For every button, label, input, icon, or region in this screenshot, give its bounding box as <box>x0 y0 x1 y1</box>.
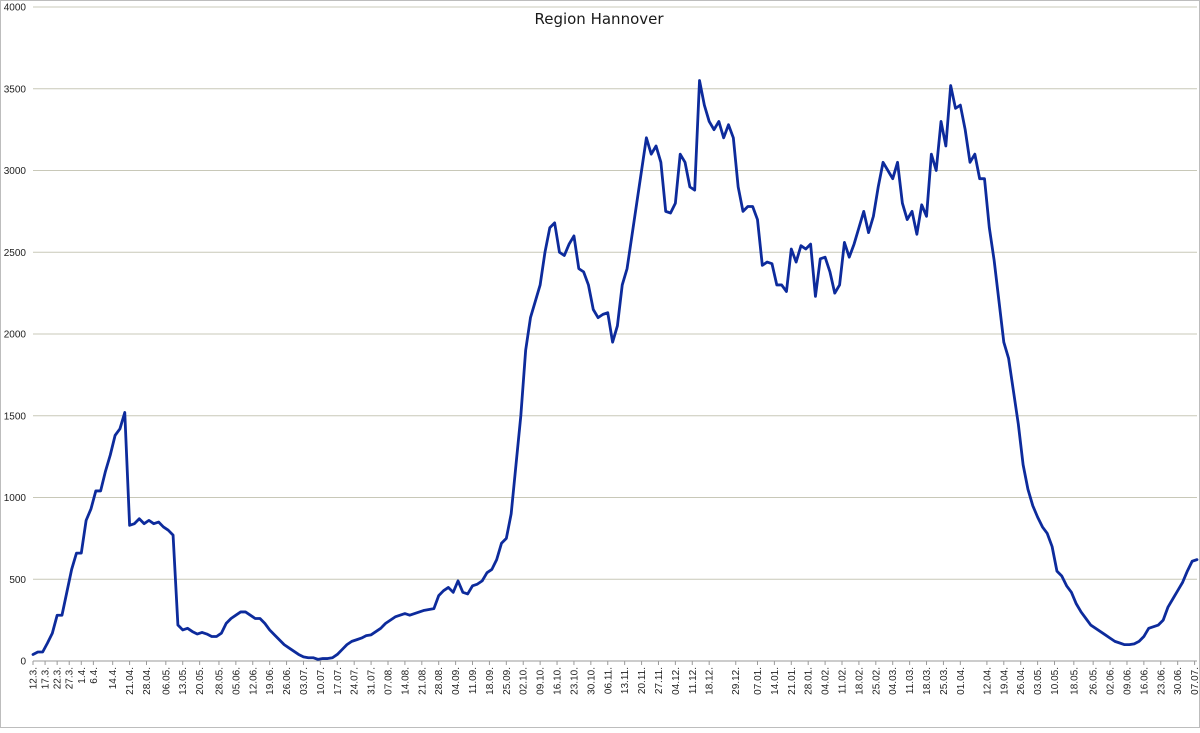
y-tick-label: 3500 <box>4 84 27 95</box>
x-tick-label: 12.04. <box>982 667 993 695</box>
x-tick-label: 10.07. <box>316 667 327 695</box>
x-tick-label: 26.05. <box>1089 667 1100 695</box>
x-tick-label: 07.07. <box>1190 667 1200 695</box>
x-tick-label: 10.05. <box>1050 667 1061 695</box>
x-tick-label: 04.12. <box>671 667 682 695</box>
x-tick-label: 09.06. <box>1122 667 1133 695</box>
x-tick-label: 12.3. <box>29 667 40 689</box>
x-tick-label: 03.07. <box>299 667 310 695</box>
y-tick-label: 1000 <box>4 493 27 504</box>
x-tick-label: 12.06. <box>248 667 259 695</box>
x-tick-label: 25.09. <box>502 667 513 695</box>
x-tick-label: 11.09. <box>468 667 479 694</box>
x-tick-label: 25.03. <box>939 667 950 695</box>
x-tick-label: 13.11. <box>620 667 631 694</box>
y-tick-label: 3000 <box>4 166 27 177</box>
x-tick-label: 28.05. <box>214 667 225 695</box>
x-tick-label: 28.08. <box>434 667 445 695</box>
x-tick-label: 30.10. <box>586 667 597 695</box>
x-tick-label: 07.08. <box>383 667 394 695</box>
x-tick-label: 20.05. <box>195 667 206 695</box>
x-tick-label: 04.02. <box>821 667 832 695</box>
x-tick-label: 11.03. <box>905 667 916 694</box>
x-tick-label: 25.02. <box>871 667 882 695</box>
x-tick-label: 6.4. <box>89 667 100 684</box>
x-tick-label: 21.01. <box>787 667 798 695</box>
x-tick-label: 27.11. <box>654 667 665 694</box>
x-tick-label: 14.08. <box>400 667 411 695</box>
x-tick-label: 28.01. <box>804 667 815 695</box>
y-tick-label: 1500 <box>4 411 27 422</box>
x-tick-label: 16.06. <box>1139 667 1150 695</box>
x-tick-label: 18.03. <box>922 667 933 695</box>
x-tick-label: 16.10. <box>553 667 564 695</box>
x-tick-label: 01.04. <box>956 667 967 695</box>
x-tick-label: 04.09. <box>451 667 462 695</box>
y-tick-label: 500 <box>9 575 26 586</box>
x-tick-label: 02.06. <box>1106 667 1117 695</box>
x-tick-label: 26.06. <box>282 667 293 695</box>
x-tick-label: 17.07. <box>333 667 344 695</box>
x-tick-label: 13.05. <box>178 667 189 695</box>
x-tick-label: 18.12. <box>705 667 716 695</box>
x-tick-label: 11.12. <box>688 667 699 694</box>
x-tick-label: 29.12. <box>731 667 742 695</box>
x-tick-label: 06.05. <box>161 667 172 695</box>
x-tick-label: 06.11. <box>603 667 614 694</box>
x-tick-label: 02.10. <box>519 667 530 695</box>
y-tick-label: 0 <box>20 657 26 668</box>
y-tick-label: 4000 <box>4 3 27 14</box>
x-tick-label: 11.02. <box>838 667 849 694</box>
x-tick-label: 18.05. <box>1069 667 1080 695</box>
y-tick-label: 2000 <box>4 330 27 341</box>
x-tick-label: 19.06. <box>265 667 276 695</box>
x-tick-label: 23.10. <box>569 667 580 695</box>
x-tick-label: 26.04. <box>1016 667 1027 695</box>
x-tick-label: 22.3. <box>53 667 64 689</box>
x-tick-label: 04.03. <box>888 667 899 695</box>
x-tick-label: 05.06. <box>231 667 242 695</box>
x-tick-label: 21.08. <box>417 667 428 695</box>
x-tick-label: 23.06. <box>1156 667 1167 695</box>
x-tick-label: 27.3. <box>65 667 76 689</box>
x-tick-label: 24.07. <box>350 667 361 695</box>
x-tick-label: 20.11. <box>637 667 648 694</box>
x-tick-label: 28.04. <box>142 667 153 695</box>
x-tick-label: 18.09. <box>485 667 496 695</box>
x-tick-label: 14.01. <box>770 667 781 695</box>
x-tick-label: 1.4. <box>77 667 88 684</box>
x-tick-label: 17.3. <box>41 667 52 689</box>
x-tick-label: 19.04. <box>999 667 1010 695</box>
x-tick-label: 07.01. <box>753 667 764 695</box>
x-tick-label: 31.07. <box>367 667 378 695</box>
x-tick-label: 09.10. <box>536 667 547 695</box>
chart-title: Region Hannover <box>534 10 664 28</box>
x-tick-label: 21.04. <box>125 667 136 695</box>
x-tick-label: 30.06. <box>1173 667 1184 695</box>
y-tick-label: 2500 <box>4 248 27 259</box>
x-tick-label: 18.02. <box>854 667 865 695</box>
x-tick-label: 03.05. <box>1033 667 1044 695</box>
x-tick-label: 14.4. <box>108 667 119 689</box>
